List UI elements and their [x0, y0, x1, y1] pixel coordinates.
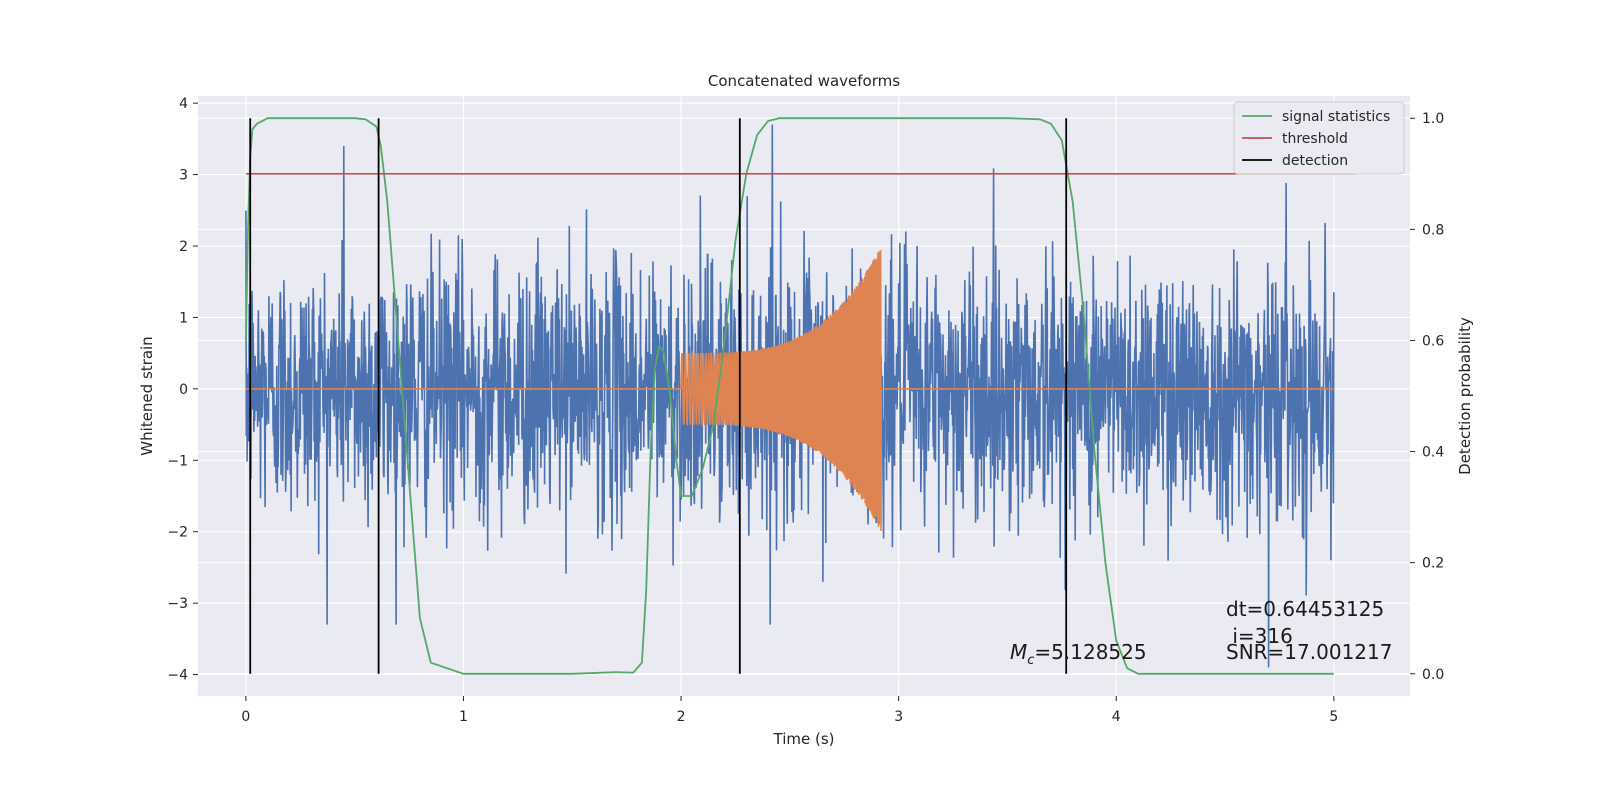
y-tick-label: −3	[167, 596, 188, 612]
chart-title: Concatenated waveforms	[708, 72, 900, 90]
y2-tick-label: 0.8	[1422, 222, 1444, 238]
y2-tick-label: 0.4	[1422, 445, 1444, 461]
y-tick-label: −4	[167, 668, 188, 684]
y-tick-label: 0	[179, 382, 188, 398]
x-tick-label: 3	[894, 709, 903, 725]
y-tick-label: 3	[179, 168, 188, 184]
legend-label-detection: detection	[1282, 153, 1348, 169]
legend-box	[1233, 101, 1405, 175]
x-tick-label: 2	[677, 709, 686, 725]
y-tick-label: −1	[167, 453, 188, 469]
y2-tick-label: 1.0	[1422, 111, 1444, 127]
y-tick-label: 1	[179, 310, 188, 326]
x-tick-label: 0	[241, 709, 250, 725]
x-tick-label: 4	[1112, 709, 1121, 725]
legend-label-threshold: threshold	[1282, 131, 1348, 147]
detection-layer	[249, 118, 1068, 674]
y-tick-label: 2	[179, 239, 188, 255]
chirp-mass-subscript: c	[1027, 653, 1034, 668]
y-tick-label: −2	[167, 525, 188, 541]
y-tick-label: 4	[179, 96, 188, 112]
legend: signal statistics threshold detection	[1233, 101, 1405, 175]
signal-statistics-layer	[245, 117, 1334, 675]
dt-annotation: dt=0.64453125	[1226, 597, 1384, 621]
y-axis-label: Whitened strain	[138, 336, 156, 455]
x-axis-label: Time (s)	[773, 730, 835, 748]
legend-label-signal-statistics: signal statistics	[1282, 109, 1390, 125]
x-tick-label: 5	[1329, 709, 1338, 725]
chirp-mass-symbol: M	[1010, 640, 1027, 664]
signal-statistics-line	[245, 117, 1334, 675]
y2-tick-label: 0.0	[1422, 667, 1444, 683]
axis-ticks: 0 1 2 3 4 5 −4 −3 −2 −1 0 1 2 3 4 0.0 0.2 0.4 0.6 0.8 1.0	[167, 96, 1444, 725]
chirp-mass-annotation: Mc=5.128525	[1010, 640, 1147, 668]
snr-annotation: SNR=17.001217	[1226, 640, 1392, 664]
x-tick-label: 1	[459, 709, 468, 725]
index-annotation: i=316	[1226, 624, 1293, 648]
chirp-mass-value: =5.128525	[1034, 640, 1146, 664]
y2-tick-label: 0.6	[1422, 333, 1444, 349]
y2-tick-label: 0.2	[1422, 556, 1444, 572]
y2-axis-label: Detection probability	[1456, 317, 1474, 475]
